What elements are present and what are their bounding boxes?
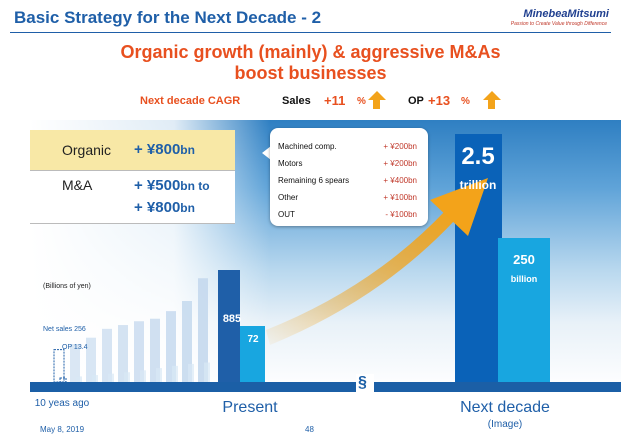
- op-up-arrow-stem: [488, 100, 495, 109]
- detail-row: Other + ¥100bn: [278, 193, 417, 202]
- next-op-unit: billion: [510, 274, 538, 284]
- history-sales-bar: [150, 318, 160, 382]
- history-sales-bar: [70, 344, 80, 382]
- present-op-value: 72: [247, 334, 259, 345]
- next-sales-value: 2.5: [461, 143, 495, 170]
- organic-detail-callout: Machined comp. + ¥200bn Motors + ¥200bn Re…: [270, 128, 428, 226]
- present-op-bar: [240, 326, 265, 382]
- op-start-label: OP 13.4: [62, 344, 88, 351]
- history-sales-bar: [198, 278, 208, 382]
- page-number: 48: [305, 425, 314, 434]
- history-sales-bar: [53, 349, 65, 383]
- x-label-image-note: (Image): [487, 419, 523, 430]
- history-op-bar: [172, 365, 178, 382]
- history-sales-bar: [134, 321, 144, 382]
- footer-date: May 8, 2019: [40, 425, 85, 434]
- next-decade-sales-bar: [455, 134, 502, 382]
- callout-pointer: [262, 146, 271, 160]
- headline-line-2: boost businesses: [234, 63, 387, 83]
- cagr-sales-key: Sales: [282, 95, 311, 107]
- growth-breakdown: Organic + ¥800bn M&A + ¥500bn to + ¥800b…: [30, 130, 235, 226]
- present-sales-bar: [218, 270, 240, 382]
- ma-value-high: + ¥800bn: [134, 199, 195, 216]
- x-label-start: 10 yeas ago: [34, 398, 90, 409]
- next-decade-op-bar: [498, 238, 550, 382]
- history-sales-bar: [118, 325, 128, 382]
- detail-row: Machined comp. + ¥200bn: [278, 142, 417, 151]
- growth-arrow-icon: [430, 178, 488, 236]
- history-op-bar: [156, 368, 162, 382]
- sales-up-arrow-icon: [368, 91, 386, 100]
- x-label-present: Present: [222, 399, 278, 416]
- company-logo: MinebeaMitsumi: [523, 8, 609, 20]
- organic-row: Organic + ¥800bn: [30, 130, 235, 170]
- history-sales-bar: [86, 337, 96, 382]
- headline-line-1: Organic growth (mainly) & aggressive M&A…: [120, 42, 501, 62]
- detail-row: Motors + ¥200bn: [278, 159, 417, 168]
- axis-break-icon: §: [358, 374, 367, 391]
- history-sales-bar: [166, 311, 176, 382]
- detail-row: Remaining 6 spears + ¥400bn: [278, 176, 417, 185]
- sales-up-arrow-stem: [373, 100, 380, 109]
- ma-label: M&A: [62, 177, 93, 193]
- detail-row: OUT - ¥100bn: [278, 210, 417, 219]
- history-sales-bar: [182, 301, 192, 382]
- title-divider: [10, 32, 611, 33]
- cagr-sales-pct: %: [357, 96, 366, 107]
- units-label: (Billions of yen): [43, 283, 91, 290]
- axis-break-gap: [356, 374, 374, 398]
- next-op-value: 250: [513, 252, 535, 267]
- net-sales-start-label: Net sales 256: [43, 326, 86, 333]
- cagr-op-key: OP: [408, 95, 424, 107]
- history-op-bar: [188, 363, 194, 382]
- cagr-sales-value: +11: [324, 93, 346, 108]
- cagr-label: Next decade CAGR: [140, 95, 241, 107]
- logo-tagline: Passion to Create Value through Differen…: [510, 21, 607, 27]
- organic-label: Organic: [62, 142, 112, 158]
- history-op-bar: [124, 372, 130, 382]
- history-op-bar: [140, 370, 146, 382]
- ma-value-low: + ¥500bn to: [134, 177, 210, 194]
- cagr-op-value: +13: [428, 93, 451, 108]
- page-title: Basic Strategy for the Next Decade - 2: [14, 8, 322, 27]
- organic-value: + ¥800bn: [134, 141, 195, 158]
- cagr-op-pct: %: [461, 96, 470, 107]
- next-sales-unit: trillion: [459, 178, 497, 192]
- history-op-bar: [204, 362, 210, 382]
- history-op-bar: [76, 376, 82, 382]
- growth-arrow-body: [266, 210, 455, 345]
- present-sales-value: 885: [222, 313, 242, 325]
- history-sales-bar: [102, 328, 112, 382]
- history-op-bar: [92, 375, 98, 382]
- x-axis-bar: [30, 382, 621, 392]
- op-up-arrow-icon: [483, 91, 501, 100]
- history-op-bar: [108, 373, 114, 382]
- ma-row: M&A + ¥500bn to + ¥800bn: [30, 170, 235, 224]
- x-label-next-decade: Next decade: [460, 399, 550, 416]
